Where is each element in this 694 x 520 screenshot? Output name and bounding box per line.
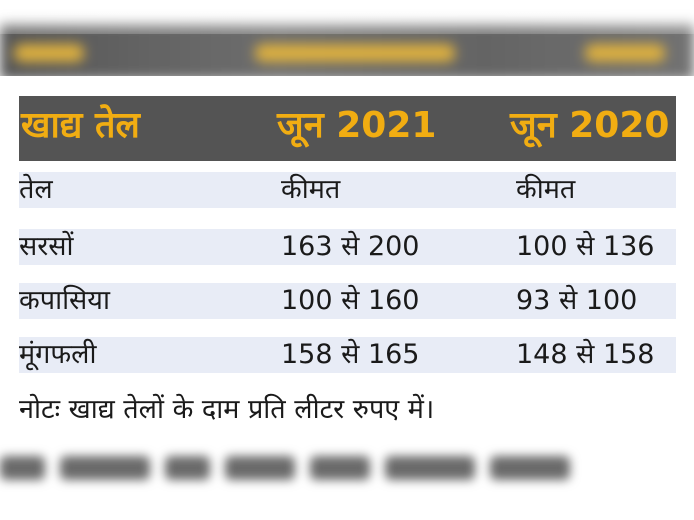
table-row: मूंगफली 158 से 165 148 से 158 [19,337,676,373]
table-row: सरसों 163 से 200 100 से 136 [19,229,676,265]
top-fade [0,0,694,34]
table-note: नोटः खाद्य तेलों के दाम प्रति लीटर रुपए … [19,394,435,425]
cell-oil: कपासिया [19,285,110,316]
blurred-body-text [0,448,600,488]
table-row: तेल कीमत कीमत [19,172,676,208]
cell-jun2020: 93 से 100 [516,285,638,316]
cell-oil: तेल [19,174,53,205]
table-header-row: खाद्य तेल जून 2021 जून 2020 [19,96,676,161]
cell-jun2020: 100 से 136 [516,231,655,262]
cell-oil: मूंगफली [19,339,97,370]
cell-jun2021: 100 से 160 [281,285,420,316]
cell-jun2021: 158 से 165 [281,339,420,370]
table-row: कपासिया 100 से 160 93 से 100 [19,283,676,319]
top-gap [0,76,694,96]
bottom-fade [0,490,694,520]
header-edible-oil: खाद्य तेल [21,105,140,146]
header-june-2021: जून 2021 [277,105,437,146]
cell-jun2021: 163 से 200 [281,231,420,262]
cell-jun2020: 148 से 158 [516,339,655,370]
header-june-2020: जून 2020 [510,105,670,146]
cell-jun2020: कीमत [516,174,576,205]
cell-jun2021: कीमत [281,174,341,205]
cell-oil: सरसों [19,231,74,262]
